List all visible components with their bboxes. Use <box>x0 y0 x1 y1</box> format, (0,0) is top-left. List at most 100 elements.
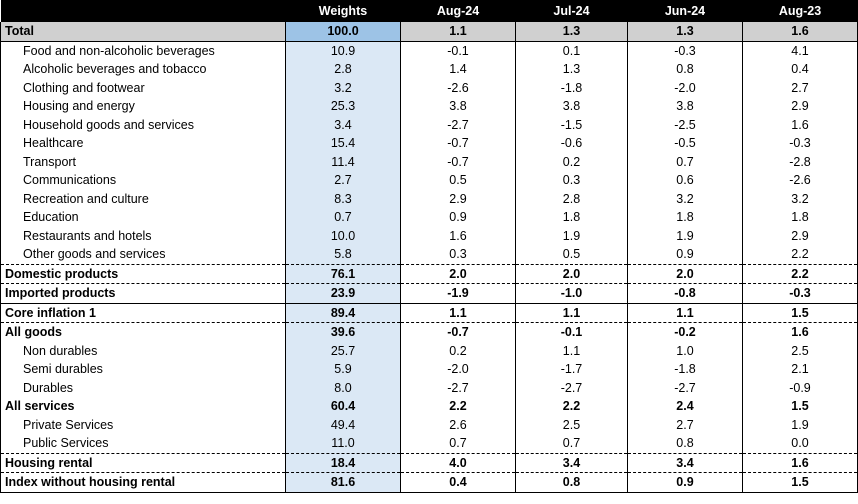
row-jun-24: 1.8 <box>627 208 743 227</box>
row-aug-23: 1.5 <box>742 303 858 323</box>
row-weight: 8.0 <box>285 378 401 397</box>
row-jun-24: 1.3 <box>627 22 743 42</box>
row-aug-23: 2.9 <box>742 97 858 116</box>
row-jul-24: 2.8 <box>515 189 628 208</box>
row-aug-24: -2.7 <box>400 378 516 397</box>
table-row: Recreation and culture 8.3 2.9 2.8 3.2 3.2 <box>0 189 858 208</box>
row-label: Semi durables <box>0 360 286 379</box>
row-label: Other goods and services <box>0 245 286 265</box>
row-jun-24: 0.7 <box>627 152 743 171</box>
row-weight: 39.6 <box>285 322 401 342</box>
row-jun-24: 1.1 <box>627 303 743 323</box>
row-jun-24: -2.7 <box>627 378 743 397</box>
row-aug-23: 2.5 <box>742 341 858 360</box>
table-row: Healthcare 15.4 -0.7 -0.6 -0.5 -0.3 <box>0 134 858 153</box>
table-row: Durables 8.0 -2.7 -2.7 -2.7 -0.9 <box>0 378 858 397</box>
row-label: Restaurants and hotels <box>0 226 286 245</box>
header-weights: Weights <box>285 0 401 22</box>
row-jun-24: 3.8 <box>627 97 743 116</box>
row-jun-24: 2.4 <box>627 397 743 416</box>
row-weight: 8.3 <box>285 189 401 208</box>
row-label: Index without housing rental <box>0 472 286 493</box>
row-aug-23: 2.9 <box>742 226 858 245</box>
row-label: Clothing and footwear <box>0 78 286 97</box>
row-jul-24: -1.5 <box>515 115 628 134</box>
row-jun-24: 0.6 <box>627 171 743 190</box>
row-aug-23: 2.2 <box>742 245 858 265</box>
row-label: Education <box>0 208 286 227</box>
row-aug-24: 2.6 <box>400 415 516 434</box>
row-jul-24: 2.5 <box>515 415 628 434</box>
row-aug-24: 4.0 <box>400 453 516 473</box>
row-jul-24: -1.8 <box>515 78 628 97</box>
row-aug-24: 1.4 <box>400 60 516 79</box>
row-aug-24: -2.0 <box>400 360 516 379</box>
row-weight: 18.4 <box>285 453 401 473</box>
table-row: Semi durables 5.9 -2.0 -1.7 -1.8 2.1 <box>0 360 858 379</box>
row-label: Private Services <box>0 415 286 434</box>
table-row: Education 0.7 0.9 1.8 1.8 1.8 <box>0 208 858 227</box>
row-aug-23: 1.6 <box>742 322 858 342</box>
row-aug-24: 0.9 <box>400 208 516 227</box>
row-aug-24: 0.7 <box>400 434 516 454</box>
row-weight: 10.0 <box>285 226 401 245</box>
row-label: Core inflation 1 <box>0 303 286 323</box>
row-aug-23: 2.7 <box>742 78 858 97</box>
row-jun-24: 0.8 <box>627 60 743 79</box>
row-jul-24: 1.1 <box>515 341 628 360</box>
row-aug-23: 0.4 <box>742 60 858 79</box>
row-jul-24: -2.7 <box>515 378 628 397</box>
header-jun-24: Jun-24 <box>627 0 743 22</box>
row-jun-24: 3.2 <box>627 189 743 208</box>
row-jul-24: 3.8 <box>515 97 628 116</box>
row-jul-24: 1.8 <box>515 208 628 227</box>
row-aug-23: 2.2 <box>742 264 858 284</box>
row-label: Domestic products <box>0 264 286 284</box>
row-weight: 89.4 <box>285 303 401 323</box>
row-jun-24: -2.0 <box>627 78 743 97</box>
row-weight: 11.4 <box>285 152 401 171</box>
row-aug-23: -2.8 <box>742 152 858 171</box>
row-aug-23: 3.2 <box>742 189 858 208</box>
row-label: Communications <box>0 171 286 190</box>
row-aug-24: 2.2 <box>400 397 516 416</box>
row-jul-24: 0.8 <box>515 472 628 493</box>
row-jul-24: 2.0 <box>515 264 628 284</box>
row-jun-24: 1.0 <box>627 341 743 360</box>
table-row: Other goods and services 5.8 0.3 0.5 0.9 2.2 <box>0 245 858 265</box>
row-weight: 23.9 <box>285 283 401 304</box>
row-jul-24: 1.9 <box>515 226 628 245</box>
table-row: Food and non-alcoholic beverages 10.9 -0.1… <box>0 41 858 60</box>
row-weight: 10.9 <box>285 41 401 60</box>
row-jul-24: -1.7 <box>515 360 628 379</box>
row-aug-24: 0.4 <box>400 472 516 493</box>
row-jul-24: 0.5 <box>515 245 628 265</box>
row-label: Public Services <box>0 434 286 454</box>
row-aug-24: -1.9 <box>400 283 516 304</box>
row-label: All goods <box>0 322 286 342</box>
row-weight: 3.4 <box>285 115 401 134</box>
row-label: Household goods and services <box>0 115 286 134</box>
row-aug-24: 0.5 <box>400 171 516 190</box>
row-weight: 81.6 <box>285 472 401 493</box>
row-weight: 25.3 <box>285 97 401 116</box>
row-aug-24: -0.7 <box>400 134 516 153</box>
row-aug-24: 0.2 <box>400 341 516 360</box>
row-label: Food and non-alcoholic beverages <box>0 41 286 60</box>
row-label: Recreation and culture <box>0 189 286 208</box>
row-weight: 0.7 <box>285 208 401 227</box>
table-row: Core inflation 1 89.4 1.1 1.1 1.1 1.5 <box>0 303 858 323</box>
row-label: Imported products <box>0 283 286 304</box>
row-aug-24: 1.1 <box>400 22 516 42</box>
row-weight: 11.0 <box>285 434 401 454</box>
table-row: All goods 39.6 -0.7 -0.1 -0.2 1.6 <box>0 322 858 342</box>
row-jun-24: 2.0 <box>627 264 743 284</box>
row-aug-24: -2.7 <box>400 115 516 134</box>
table-row: Non durables 25.7 0.2 1.1 1.0 2.5 <box>0 341 858 360</box>
table-row: Public Services 11.0 0.7 0.7 0.8 0.0 <box>0 434 858 454</box>
header-label <box>0 0 286 22</box>
header-aug-24: Aug-24 <box>400 0 516 22</box>
table-row: All services 60.4 2.2 2.2 2.4 1.5 <box>0 397 858 416</box>
row-weight: 76.1 <box>285 264 401 284</box>
row-weight: 60.4 <box>285 397 401 416</box>
